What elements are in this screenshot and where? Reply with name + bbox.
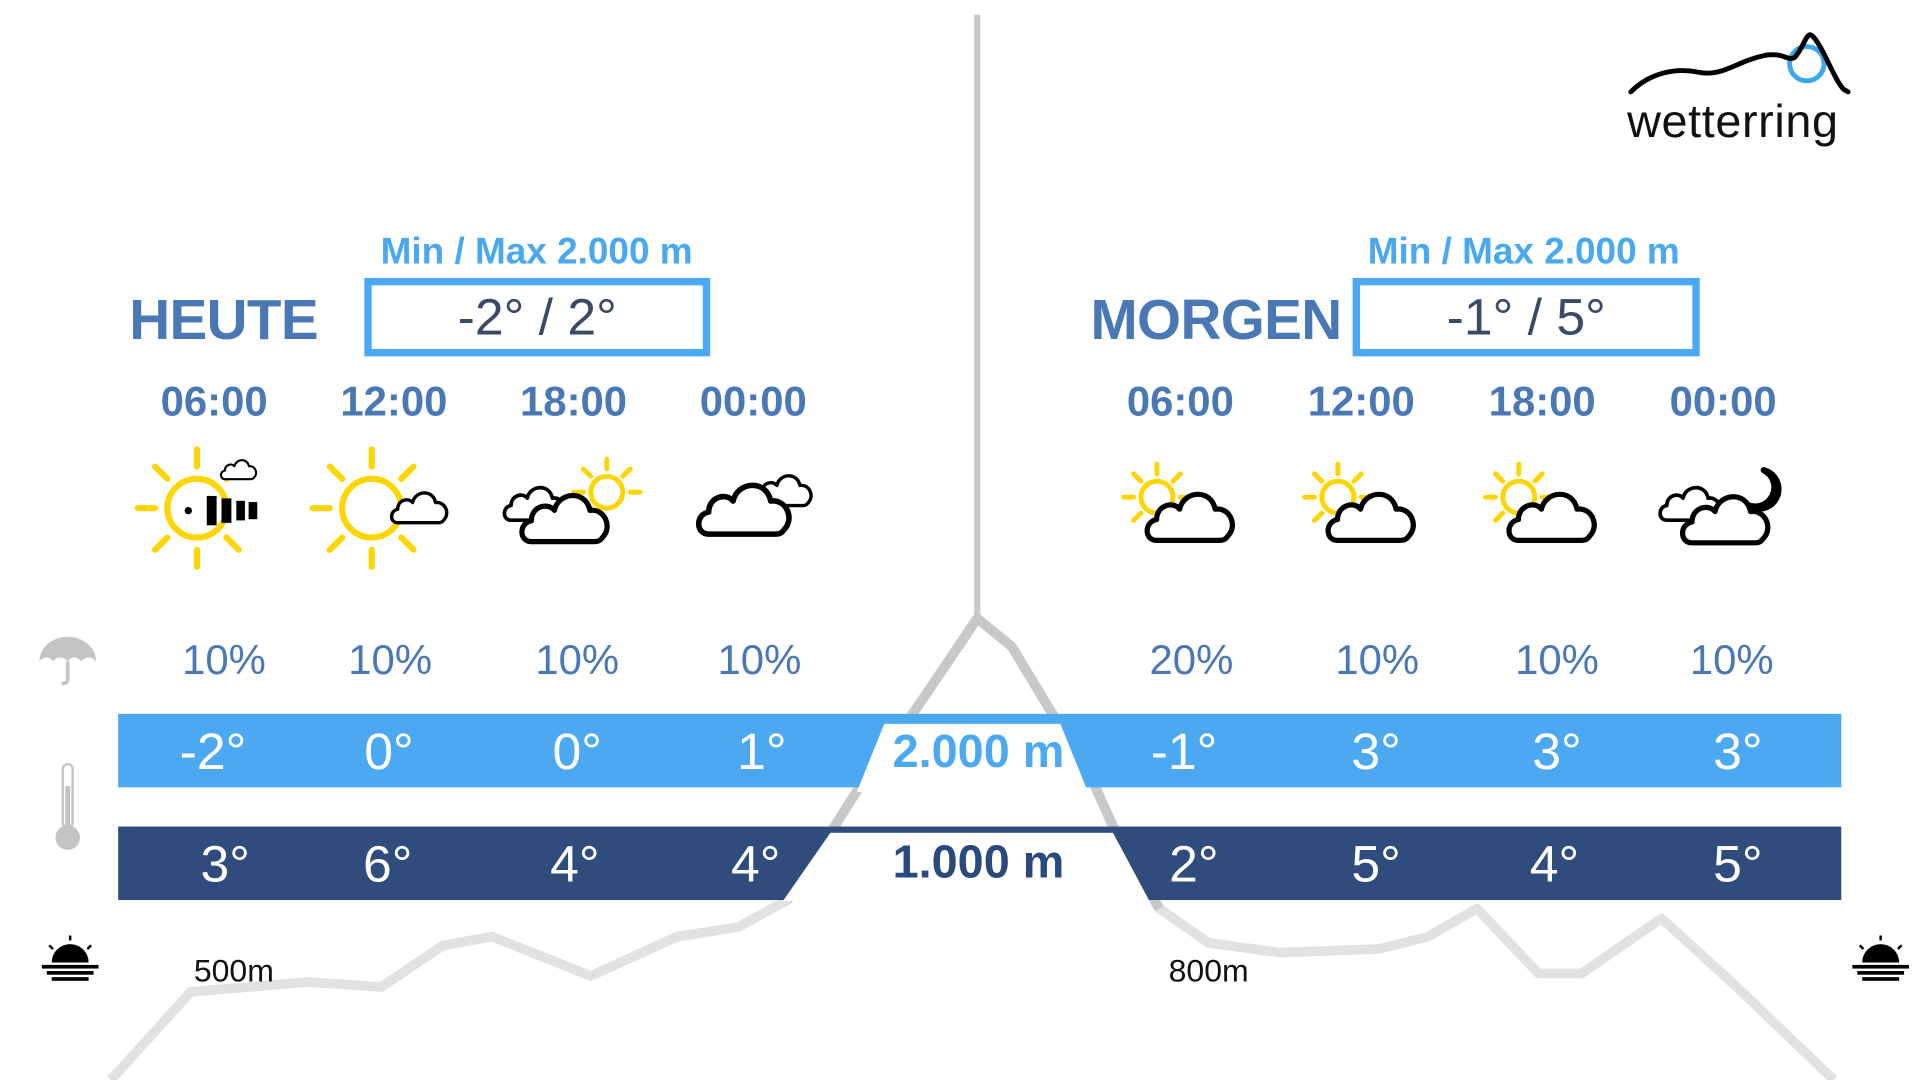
sun-cloud-icon — [1477, 463, 1612, 561]
tomorrow-time-4: 00:00 — [1669, 378, 1777, 426]
today-temp1000-2: 6° — [362, 835, 413, 893]
today-temp2000-4: 1° — [737, 722, 787, 781]
tomorrow-precip-2: 10% — [1335, 637, 1420, 684]
sun-cloud-icon — [1115, 463, 1250, 561]
tomorrow-precip-4: 10% — [1689, 637, 1774, 684]
today-time-1: 06:00 — [160, 378, 268, 426]
altitude-label-bg-high — [856, 723, 1089, 793]
today-time-2: 12:00 — [340, 378, 448, 426]
tomorrow-temp1000-4: 5° — [1713, 835, 1763, 893]
sunset-icon-right — [1852, 935, 1909, 981]
cloud-sun-icon — [502, 456, 650, 566]
thermometer-icon — [55, 762, 81, 850]
sun-fog-cloud-icon — [135, 447, 258, 569]
tomorrow-temp1000-1: 2° — [1169, 835, 1219, 893]
today-minmax-box: -2° / 2° — [364, 277, 711, 357]
today-temp2000-1: -2° — [179, 722, 247, 781]
today-time-3: 18:00 — [520, 378, 628, 426]
sun-cloud-icon — [1296, 463, 1431, 561]
tomorrow-precip-1: 20% — [1149, 637, 1234, 684]
today-precip-2: 10% — [348, 637, 433, 684]
tomorrow-temp2000-3: 3° — [1532, 722, 1582, 781]
tomorrow-base-altitude: 800m — [1168, 952, 1249, 989]
today-temp2000-3: 0° — [552, 722, 602, 781]
today-precip-1: 10% — [182, 637, 266, 684]
tomorrow-title: MORGEN — [1090, 287, 1342, 352]
tomorrow-temp2000-4: 3° — [1713, 722, 1763, 781]
tomorrow-temp2000-2: 3° — [1351, 722, 1401, 781]
tomorrow-minmax-box: -1° / 5° — [1352, 277, 1700, 357]
cloudy-icon — [689, 474, 813, 561]
sun-cloud-icon — [310, 447, 449, 569]
tomorrow-temp1000-3: 4° — [1529, 835, 1580, 893]
tomorrow-temp1000-2: 5° — [1351, 835, 1401, 893]
tomorrow-temp2000-1: -1° — [1150, 722, 1218, 781]
altitude-label-high: 2.000 m — [892, 726, 1065, 779]
today-precip-4: 10% — [717, 637, 802, 684]
wetterring-logo: wetterring — [1625, 31, 1859, 153]
today-precip-3: 10% — [535, 637, 620, 684]
tomorrow-minmax-value: -1° / 5° — [1446, 287, 1606, 346]
sunrise-icon-left — [41, 935, 99, 981]
today-base-altitude: 500m — [193, 952, 274, 989]
altitude-label-bg-low — [782, 832, 1150, 902]
today-temp2000-2: 0° — [364, 722, 414, 781]
altitude-label-low: 1.000 m — [892, 836, 1065, 889]
today-temp1000-1: 3° — [200, 835, 250, 893]
umbrella-icon — [39, 636, 97, 686]
today-temp1000-4: 4° — [730, 835, 781, 893]
tomorrow-precip-3: 10% — [1515, 637, 1599, 684]
tomorrow-time-3: 18:00 — [1488, 378, 1596, 426]
today-minmax-value: -2° / 2° — [457, 287, 617, 346]
today-time-4: 00:00 — [699, 378, 807, 426]
tomorrow-time-1: 06:00 — [1126, 378, 1234, 426]
today-minmax-label: Min / Max 2.000 m — [380, 231, 693, 272]
today-temp1000-3: 4° — [550, 835, 600, 893]
tomorrow-time-2: 12:00 — [1307, 378, 1415, 426]
tomorrow-minmax-label: Min / Max 2.000 m — [1367, 231, 1680, 272]
cloud-moon-icon — [1658, 467, 1782, 561]
today-title: HEUTE — [129, 287, 319, 352]
